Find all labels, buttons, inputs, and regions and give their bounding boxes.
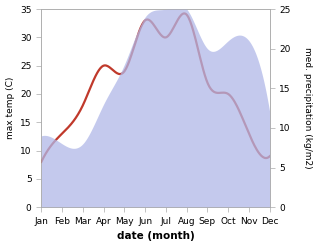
Y-axis label: max temp (C): max temp (C) [5,77,15,139]
X-axis label: date (month): date (month) [117,231,194,242]
Y-axis label: med. precipitation (kg/m2): med. precipitation (kg/m2) [303,47,313,169]
